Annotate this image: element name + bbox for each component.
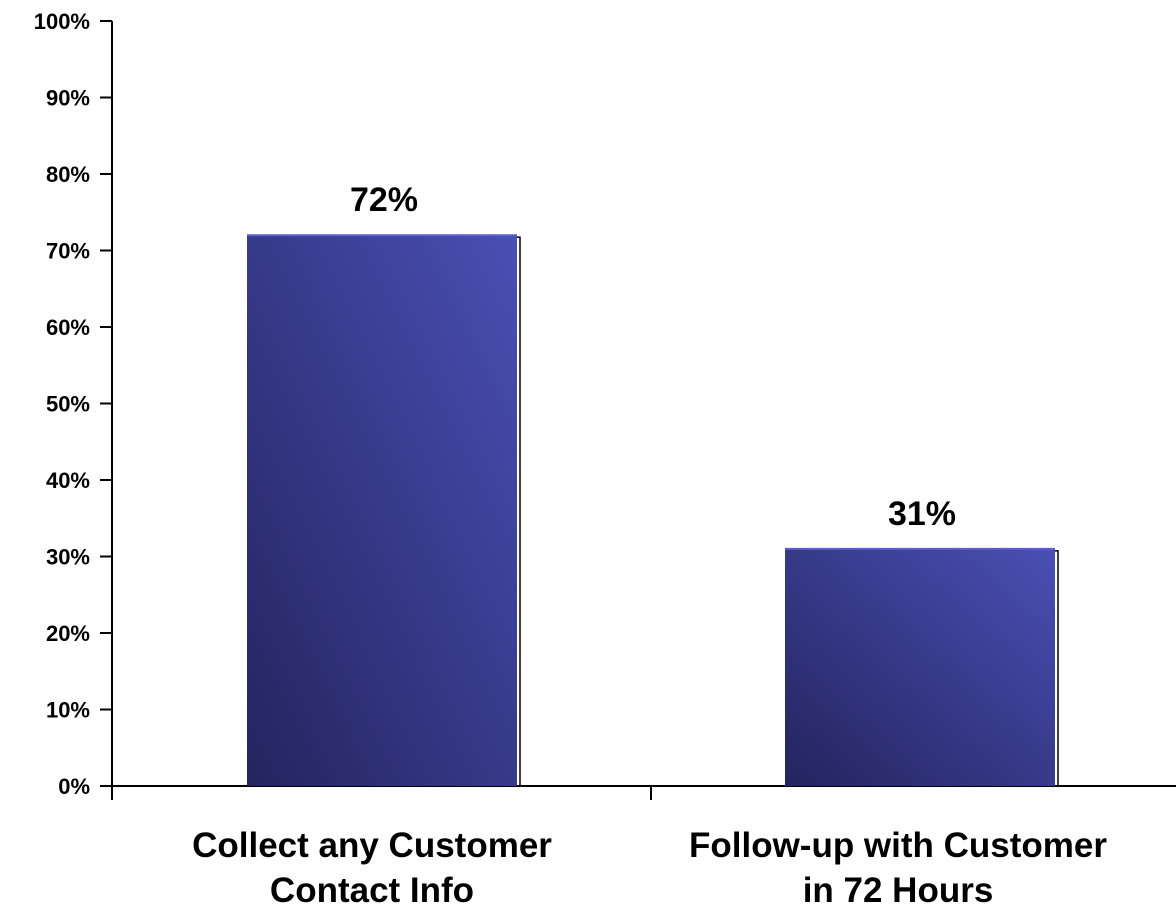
bars [247, 234, 1059, 787]
y-tick-label: 50% [46, 392, 90, 417]
x-category-label: in 72 Hours [803, 871, 994, 910]
y-tick-label: 100% [34, 9, 90, 34]
x-category-label: Contact Info [270, 871, 474, 910]
y-tick-label: 30% [46, 545, 90, 570]
y-tick-label: 60% [46, 315, 90, 340]
y-tick-label: 40% [46, 468, 90, 493]
bar [247, 235, 517, 786]
x-category-label: Collect any Customer [192, 826, 552, 865]
data-label: 31% [888, 495, 956, 533]
axes: 0% 10% 20% 30% 40% 50% 60% 70% 80% 90% 100% [34, 9, 1176, 800]
y-tick-label: 70% [46, 239, 90, 264]
y-tick-label: 90% [46, 86, 90, 111]
y-tick-label: 20% [46, 621, 90, 646]
bar [785, 548, 1055, 786]
x-category-label: Follow-up with Customer [689, 826, 1107, 865]
y-tick-label: 80% [46, 162, 90, 187]
y-tick-label: 10% [46, 698, 90, 723]
labels: 72% Collect any Customer Contact Info 31% Fo… [192, 181, 1107, 910]
y-tick-label: 0% [58, 774, 90, 799]
data-label: 72% [350, 181, 418, 219]
